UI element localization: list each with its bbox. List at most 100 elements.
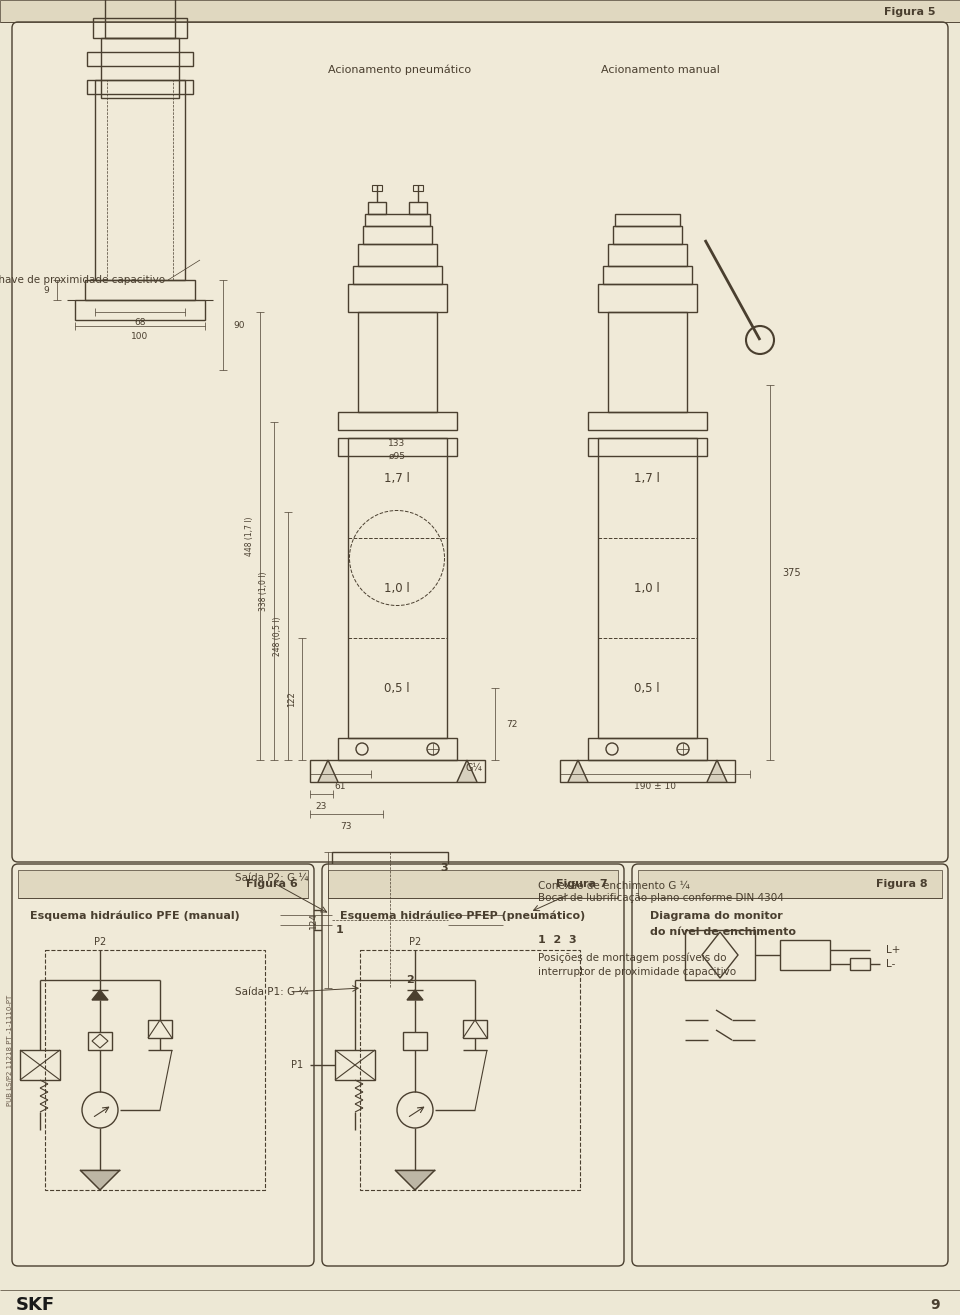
Text: Saída P2: G ¼: Saída P2: G ¼	[235, 873, 308, 882]
Text: 1,7 l: 1,7 l	[634, 472, 660, 484]
Text: Conexão de enchimento G ¼: Conexão de enchimento G ¼	[538, 881, 689, 892]
Bar	[780, 940, 830, 970]
Text: 9: 9	[43, 285, 49, 295]
Text: do nível de enchimento: do nível de enchimento	[650, 927, 796, 938]
Text: Figura 5: Figura 5	[883, 7, 935, 17]
Bar	[608, 312, 687, 412]
Text: Esquema hidráulico PFE (manual): Esquema hidráulico PFE (manual)	[30, 911, 240, 922]
Text: P1: P1	[291, 1060, 303, 1070]
Text: Figura 6: Figura 6	[247, 878, 298, 889]
Text: 73: 73	[340, 822, 351, 831]
Bar	[588, 412, 707, 430]
Bar	[598, 284, 697, 312]
Bar	[87, 80, 193, 93]
Polygon shape	[318, 760, 338, 782]
Text: Bocal de lubrificação plano conforme DIN 4304: Bocal de lubrificação plano conforme DIN…	[538, 893, 784, 903]
Bar	[638, 871, 942, 898]
Text: Saída P1: G ¼: Saída P1: G ¼	[235, 988, 308, 997]
Bar	[85, 280, 195, 300]
Text: Esquema hidráulico PFEP (pneumático): Esquema hidráulico PFEP (pneumático)	[340, 911, 586, 922]
Text: 338 (1,0 l): 338 (1,0 l)	[259, 571, 268, 610]
Bar	[0, 0, 960, 22]
Bar	[18, 871, 308, 898]
Bar	[403, 1032, 427, 1049]
Text: 1  2  3: 1 2 3	[538, 935, 577, 945]
FancyBboxPatch shape	[12, 864, 314, 1266]
Text: 122: 122	[287, 692, 296, 707]
Polygon shape	[407, 990, 423, 999]
Text: PUB LS/P2 11218 PT -1-1110-PT: PUB LS/P2 11218 PT -1-1110-PT	[7, 994, 13, 1106]
Bar	[413, 185, 423, 191]
Text: 1,0 l: 1,0 l	[384, 581, 410, 594]
Bar	[850, 959, 870, 970]
FancyBboxPatch shape	[632, 864, 948, 1266]
Bar	[148, 1020, 172, 1038]
Text: P2: P2	[409, 938, 421, 947]
Text: Acionamento manual: Acionamento manual	[601, 64, 719, 75]
Bar	[353, 266, 442, 284]
Bar	[328, 871, 618, 898]
Polygon shape	[707, 760, 727, 782]
Text: Diagrama do monitor: Diagrama do monitor	[650, 911, 782, 920]
Text: 23: 23	[315, 802, 326, 810]
Bar	[517, 914, 525, 926]
Bar	[503, 913, 517, 928]
Bar	[348, 284, 447, 312]
Text: 448 (1,7 l): 448 (1,7 l)	[245, 517, 254, 556]
Bar	[358, 312, 437, 412]
Text: SKF: SKF	[15, 1297, 55, 1314]
Text: 1,0 l: 1,0 l	[635, 581, 660, 594]
Bar	[335, 1049, 375, 1080]
Bar	[598, 438, 697, 738]
Text: Chave de proximidade capacitivo: Chave de proximidade capacitivo	[0, 275, 165, 285]
Bar	[310, 760, 485, 782]
Bar	[613, 226, 682, 245]
Bar	[685, 930, 755, 980]
Text: 0,5 l: 0,5 l	[384, 681, 410, 694]
Bar	[368, 203, 386, 214]
Bar	[348, 438, 447, 738]
Bar	[360, 949, 580, 1190]
Bar	[95, 80, 185, 280]
Bar	[87, 53, 193, 66]
Text: 68: 68	[134, 317, 146, 326]
Text: P2: P2	[94, 938, 107, 947]
Text: 2: 2	[406, 974, 414, 985]
Bar	[463, 1020, 487, 1038]
Text: G¼: G¼	[465, 763, 482, 773]
Bar	[409, 203, 427, 214]
Bar	[448, 910, 503, 930]
Bar	[332, 852, 448, 988]
Polygon shape	[92, 990, 108, 999]
Bar	[365, 214, 430, 226]
Bar	[20, 1049, 60, 1080]
Polygon shape	[457, 760, 477, 782]
Bar	[372, 185, 382, 191]
Text: L+: L+	[886, 945, 900, 955]
Bar	[105, 0, 175, 38]
Text: 190 ± 10: 190 ± 10	[634, 781, 676, 790]
Text: 248 (0,5 l): 248 (0,5 l)	[273, 617, 282, 656]
Text: 61: 61	[334, 781, 346, 790]
Text: Figura 7: Figura 7	[557, 878, 608, 889]
Text: ø95: ø95	[389, 451, 405, 460]
Bar	[560, 760, 735, 782]
Text: 3: 3	[440, 863, 447, 873]
Text: 133: 133	[389, 438, 406, 447]
Bar	[358, 245, 437, 266]
Bar	[608, 245, 687, 266]
Bar	[280, 910, 332, 930]
FancyBboxPatch shape	[322, 864, 624, 1266]
Text: 0,5 l: 0,5 l	[635, 681, 660, 694]
Polygon shape	[395, 1170, 435, 1190]
Text: 72: 72	[506, 719, 517, 729]
Bar	[75, 300, 205, 320]
Bar	[45, 949, 265, 1190]
Bar	[588, 438, 707, 456]
Text: 1: 1	[336, 924, 344, 935]
Text: 100: 100	[132, 331, 149, 341]
Text: Acionamento pneumático: Acionamento pneumático	[328, 64, 471, 75]
FancyBboxPatch shape	[12, 22, 948, 863]
Bar	[615, 214, 680, 226]
Text: interruptor de proximidade capacitivo: interruptor de proximidade capacitivo	[538, 967, 736, 977]
